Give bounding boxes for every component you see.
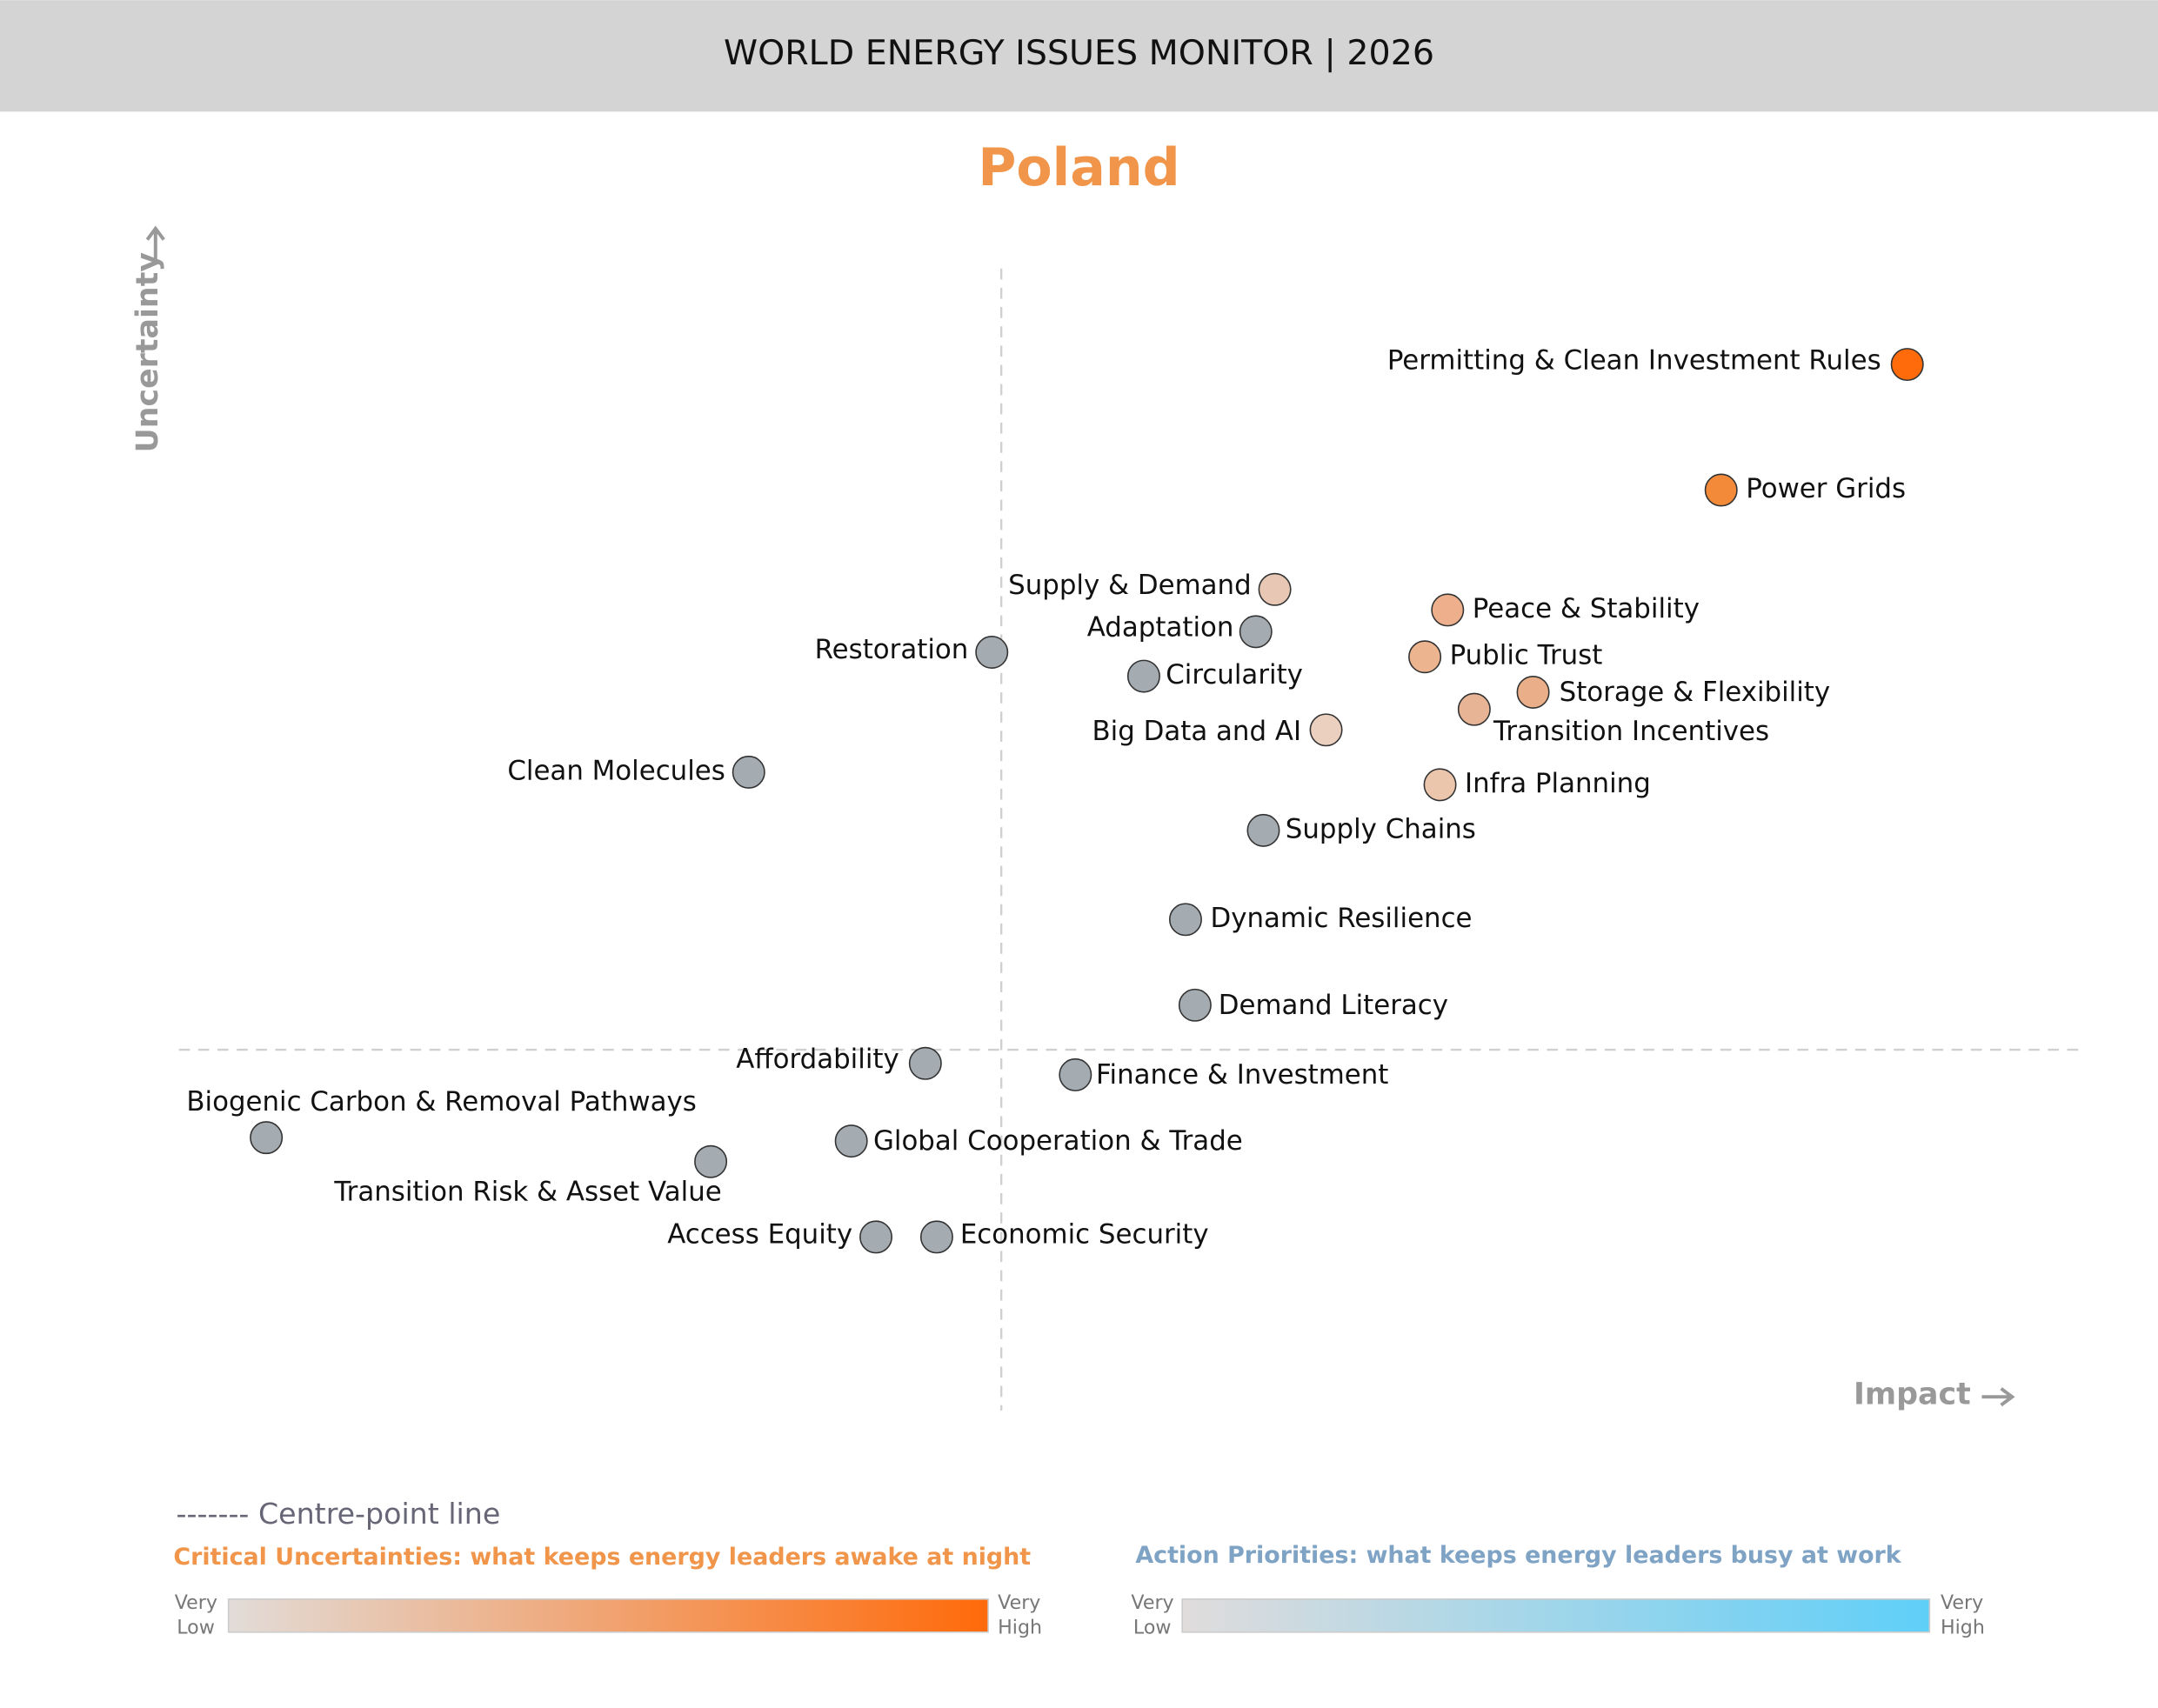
data-point	[1168, 903, 1202, 937]
point-label: Restoration	[815, 634, 969, 665]
point-label: Affordability	[736, 1044, 899, 1075]
point-label: Adaptation	[1087, 612, 1234, 644]
data-point	[859, 1220, 893, 1254]
scale-label: Low	[177, 1617, 215, 1639]
data-point	[1704, 473, 1738, 507]
data-point	[1457, 692, 1491, 726]
color-scale	[1181, 1598, 1931, 1633]
data-point	[1423, 768, 1457, 802]
scale-label: High	[998, 1617, 1042, 1639]
header-band	[0, 0, 2158, 112]
chart-title: Poland	[978, 137, 1179, 198]
color-scale	[227, 1598, 989, 1633]
scale-label: Very	[1941, 1591, 1983, 1614]
scale-label: Very	[998, 1591, 1040, 1614]
point-label: Biogenic Carbon & Removal Pathways	[186, 1086, 696, 1118]
point-label: Circularity	[1166, 659, 1303, 691]
data-point	[1258, 572, 1292, 606]
x-arrow	[1981, 1387, 2015, 1407]
point-label: Power Grids	[1746, 473, 1906, 504]
point-label: Supply & Demand	[1008, 570, 1252, 601]
data-point	[694, 1144, 728, 1178]
centre-line-legend: ------- Centre-point line	[177, 1497, 501, 1531]
data-point	[975, 636, 1009, 669]
point-label: Finance & Investment	[1096, 1059, 1388, 1091]
point-label: Big Data and AI	[1092, 716, 1301, 747]
data-point	[1309, 713, 1343, 747]
point-label: Transition Risk & Asset Value	[333, 1177, 721, 1208]
data-point	[919, 1220, 953, 1254]
data-point	[1239, 615, 1273, 649]
data-point	[250, 1121, 284, 1155]
data-point	[834, 1124, 868, 1158]
data-point	[1890, 348, 1924, 382]
legend-title: Critical Uncertainties: what keeps energ…	[173, 1544, 1031, 1571]
data-point	[1431, 593, 1465, 627]
data-point	[1059, 1057, 1092, 1091]
point-label: Economic Security	[960, 1218, 1209, 1250]
data-point	[1178, 988, 1212, 1022]
point-label: Clean Molecules	[507, 755, 725, 786]
legend-title: Action Priorities: what keeps energy lea…	[1135, 1542, 1901, 1569]
point-label: Peace & Stability	[1473, 593, 1700, 624]
scale-label: Very	[1131, 1591, 1173, 1614]
point-label: Permitting & Clean Investment Rules	[1387, 344, 1881, 376]
scale-label: Low	[1133, 1617, 1172, 1639]
data-point	[1126, 659, 1160, 693]
point-label: Access Equity	[667, 1218, 852, 1250]
y-axis-label: Uncertainty	[130, 252, 165, 453]
x-axis-label: Impact	[1854, 1378, 1971, 1412]
data-point	[908, 1046, 942, 1080]
scale-label: High	[1941, 1617, 1985, 1639]
point-label: Dynamic Resilience	[1210, 903, 1472, 934]
y-arrow	[145, 225, 165, 259]
point-label: Infra Planning	[1465, 768, 1651, 799]
data-point	[1246, 813, 1280, 847]
plot: Permitting & Clean Investment Rules Power…	[178, 268, 2079, 1411]
scale-label: Very	[175, 1591, 217, 1614]
data-point	[1408, 640, 1442, 674]
data-point	[732, 755, 765, 789]
point-label: Supply Chains	[1286, 813, 1476, 844]
data-point	[1516, 675, 1550, 709]
point-label: Storage & Flexibility	[1560, 677, 1831, 708]
point-label: Global Cooperation & Trade	[873, 1125, 1243, 1157]
header-title: WORLD ENERGY ISSUES MONITOR | 2026	[724, 33, 1434, 73]
point-label: Demand Literacy	[1219, 990, 1448, 1021]
point-label: Public Trust	[1450, 640, 1603, 671]
point-label: Transition Incentives	[1493, 716, 1769, 747]
